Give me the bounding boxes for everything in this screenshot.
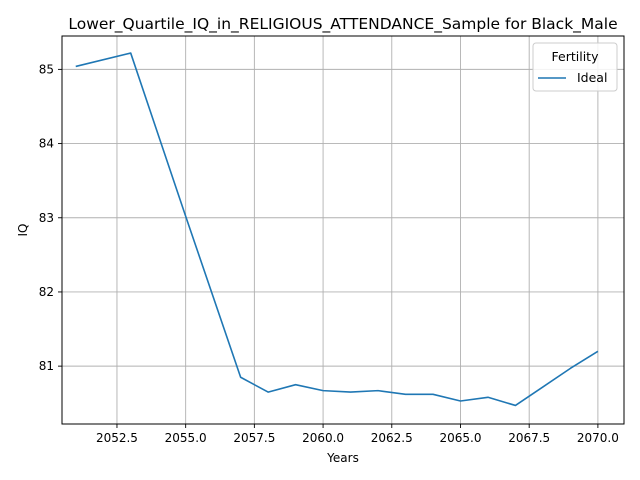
- y-tick-label: 85: [39, 62, 54, 76]
- y-axis-ticks: 81 82 83 84 85: [39, 62, 62, 373]
- y-tick-label: 83: [39, 211, 54, 225]
- x-tick-label: 2065.0: [439, 431, 481, 445]
- x-tick-label: 2062.5: [371, 431, 413, 445]
- x-tick-label: 2057.5: [233, 431, 275, 445]
- legend-label-ideal: Ideal: [577, 70, 607, 85]
- x-tick-label: 2070.0: [577, 431, 619, 445]
- grid-lines: [62, 36, 624, 424]
- legend-box: [532, 42, 618, 92]
- y-tick-label: 84: [39, 137, 54, 151]
- legend: Fertility Ideal: [532, 42, 618, 92]
- x-tick-label: 2067.5: [508, 431, 550, 445]
- series-line-ideal: [75, 52, 599, 407]
- x-axis-ticks: 2052.5 2055.0 2057.5 2060.0 2062.5 2065.0 2067…: [96, 424, 619, 445]
- x-tick-label: 2052.5: [96, 431, 138, 445]
- y-tick-label: 82: [39, 285, 54, 299]
- x-tick-label: 2055.0: [165, 431, 207, 445]
- series-layer: [75, 52, 599, 407]
- legend-title: Fertility: [552, 49, 600, 64]
- y-axis-label: IQ: [16, 224, 30, 237]
- chart-title: Lower_Quartile_IQ_in_RELIGIOUS_ATTENDANC…: [68, 15, 617, 34]
- y-tick-label: 81: [39, 359, 54, 373]
- plot-frame: [61, 35, 625, 425]
- x-axis-label: Years: [326, 451, 359, 465]
- x-tick-label: 2060.0: [302, 431, 344, 445]
